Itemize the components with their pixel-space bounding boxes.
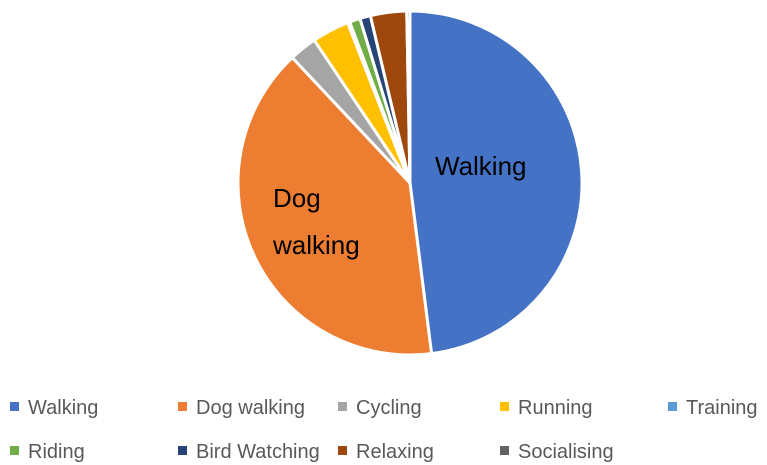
legend-swatch: [668, 402, 677, 412]
legend-swatch: [338, 402, 347, 412]
legend-label: Training: [686, 397, 758, 419]
legend-item: Cycling: [338, 396, 422, 420]
legend-swatch: [178, 402, 187, 412]
legend-label: Dog walking: [196, 397, 305, 419]
legend-item: Training: [668, 396, 758, 420]
legend-item: Bird Watching: [178, 440, 320, 464]
legend-item: Relaxing: [338, 440, 434, 464]
legend-item: Riding: [10, 440, 85, 464]
pie-slice: [236, 56, 434, 357]
legend-label: Socialising: [518, 441, 614, 463]
data-label: Dog walking: [273, 183, 360, 260]
legend-item: Socialising: [500, 440, 614, 464]
legend-label: Cycling: [356, 397, 422, 419]
legend-label: Bird Watching: [196, 441, 320, 463]
pie-slice: [408, 9, 584, 356]
pie-slice: [405, 9, 412, 185]
legend-label: Walking: [28, 397, 99, 419]
legend-item: Walking: [10, 396, 98, 420]
legend-item: Running: [500, 396, 593, 420]
legend-swatch: [338, 446, 347, 456]
legend-swatch: [10, 446, 19, 456]
data-label: Walking: [435, 151, 527, 181]
legend-swatch: [178, 446, 187, 456]
legend-label: Running: [518, 397, 593, 419]
legend-item: Dog walking: [178, 396, 305, 420]
legend-swatch: [500, 402, 509, 412]
legend-swatch: [500, 446, 509, 456]
legend-swatch: [10, 402, 19, 412]
legend-label: Riding: [28, 441, 85, 463]
legend-label: Relaxing: [356, 441, 434, 463]
